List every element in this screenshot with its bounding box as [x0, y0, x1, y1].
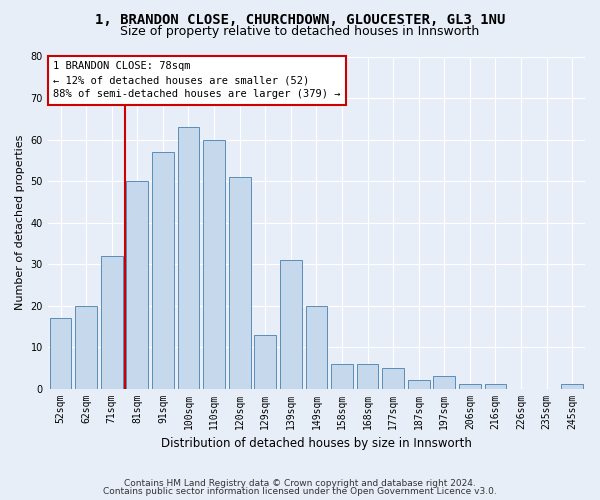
Bar: [562, 384, 583, 388]
Text: Size of property relative to detached houses in Innsworth: Size of property relative to detached ho…: [121, 25, 479, 38]
Bar: [152, 152, 174, 388]
Bar: [433, 376, 455, 388]
Y-axis label: Number of detached properties: Number of detached properties: [15, 135, 25, 310]
Bar: [408, 380, 430, 388]
Text: Contains HM Land Registry data © Crown copyright and database right 2024.: Contains HM Land Registry data © Crown c…: [124, 478, 476, 488]
Text: Contains public sector information licensed under the Open Government Licence v3: Contains public sector information licen…: [103, 487, 497, 496]
Bar: [101, 256, 122, 388]
X-axis label: Distribution of detached houses by size in Innsworth: Distribution of detached houses by size …: [161, 437, 472, 450]
Text: 1, BRANDON CLOSE, CHURCHDOWN, GLOUCESTER, GL3 1NU: 1, BRANDON CLOSE, CHURCHDOWN, GLOUCESTER…: [95, 12, 505, 26]
Bar: [331, 364, 353, 388]
Bar: [254, 334, 276, 388]
Bar: [356, 364, 379, 388]
Bar: [280, 260, 302, 388]
Bar: [382, 368, 404, 388]
Bar: [485, 384, 506, 388]
Bar: [229, 177, 251, 388]
Text: 1 BRANDON CLOSE: 78sqm
← 12% of detached houses are smaller (52)
88% of semi-det: 1 BRANDON CLOSE: 78sqm ← 12% of detached…: [53, 62, 341, 100]
Bar: [459, 384, 481, 388]
Bar: [178, 127, 199, 388]
Bar: [50, 318, 71, 388]
Bar: [127, 181, 148, 388]
Bar: [75, 306, 97, 388]
Bar: [203, 140, 225, 388]
Bar: [305, 306, 327, 388]
